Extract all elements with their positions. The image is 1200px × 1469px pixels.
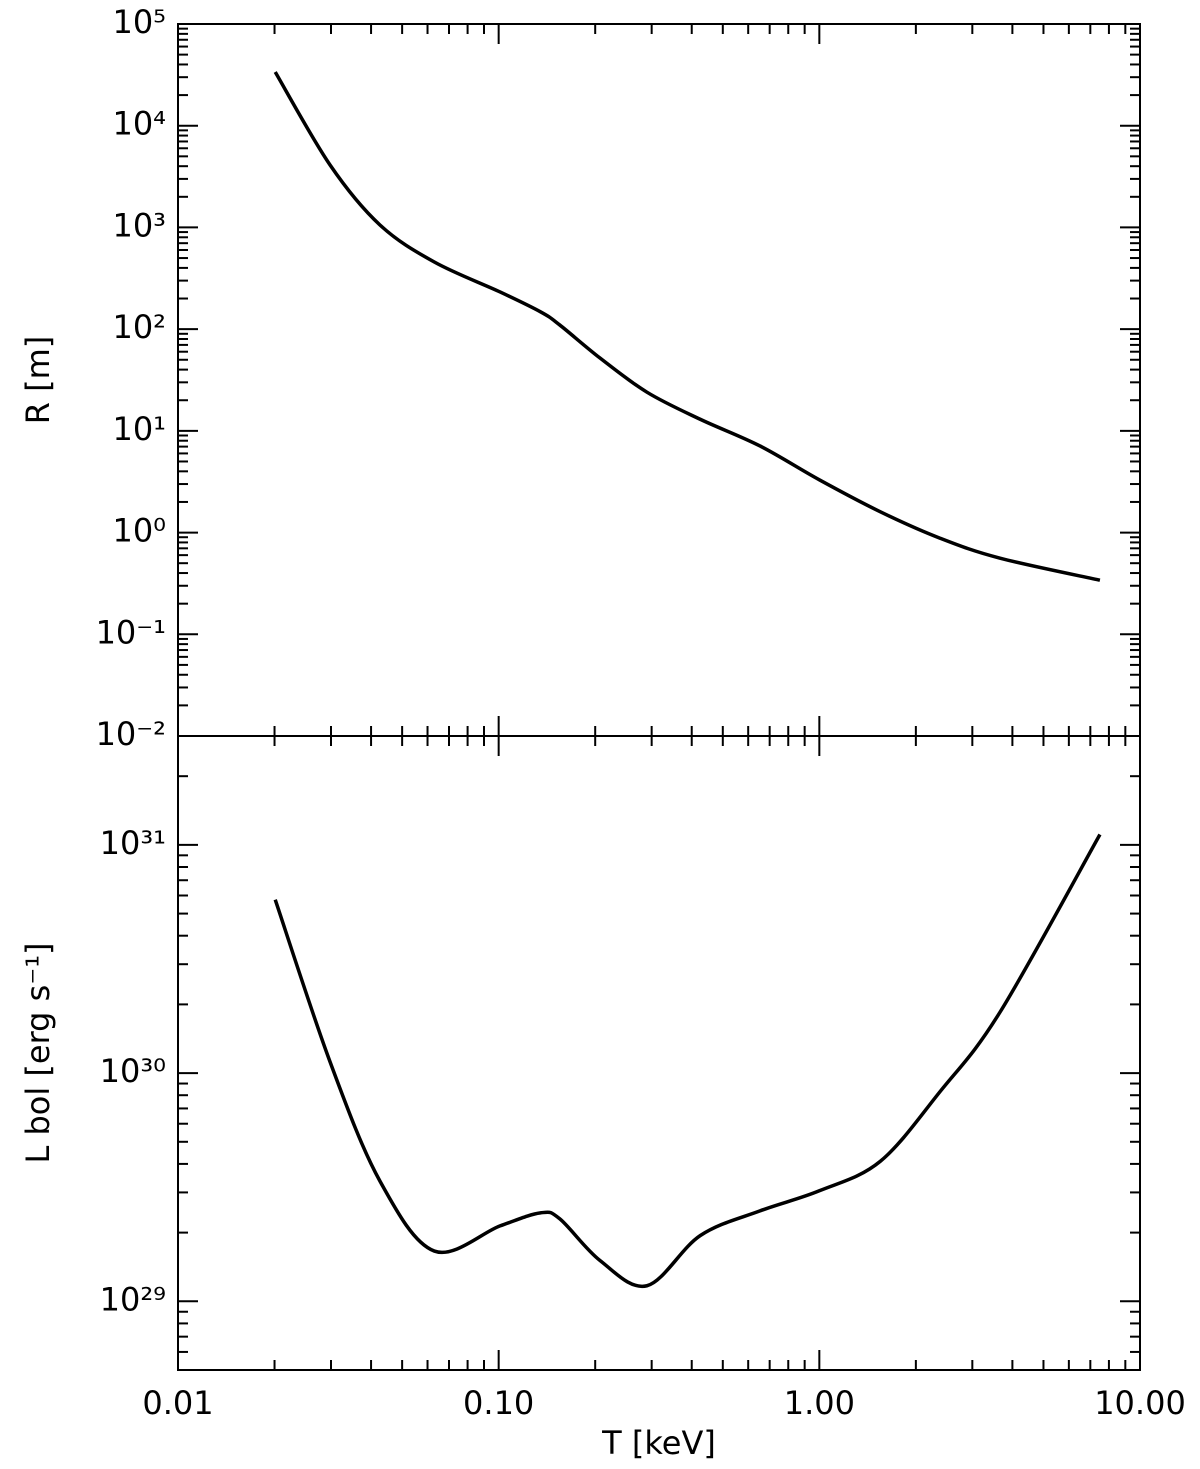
x-tick-label: 1.00 (784, 1384, 855, 1422)
y-axis-label: R [m] (19, 336, 57, 425)
y-tick-label: 10³¹ (100, 824, 166, 862)
x-tick-label: 0.01 (142, 1384, 213, 1422)
y-tick-label: 10¹ (112, 410, 166, 448)
data-line (273, 71, 1101, 582)
plot-frame (177, 735, 1141, 1371)
data-line (273, 833, 1102, 1289)
y-tick-label: 10⁻² (96, 715, 166, 753)
y-tick-label: 10²⁹ (100, 1280, 166, 1318)
x-tick-label: 0.10 (463, 1384, 534, 1422)
y-tick-label: 10⁻¹ (96, 613, 166, 651)
y-axis-label: L bol [erg s⁻¹] (19, 942, 57, 1163)
y-tick-label: 10⁰ (112, 512, 166, 550)
y-tick-label: 10⁴ (112, 105, 166, 143)
x-tick-label: 10.00 (1094, 1384, 1186, 1422)
x-axis-label: T [keV] (601, 1424, 716, 1462)
y-tick-label: 10⁵ (112, 3, 166, 41)
y-tick-label: 10³ (112, 206, 166, 244)
y-tick-label: 10² (112, 308, 166, 346)
y-tick-label: 10³⁰ (100, 1052, 166, 1090)
plot-frame (177, 23, 1141, 737)
